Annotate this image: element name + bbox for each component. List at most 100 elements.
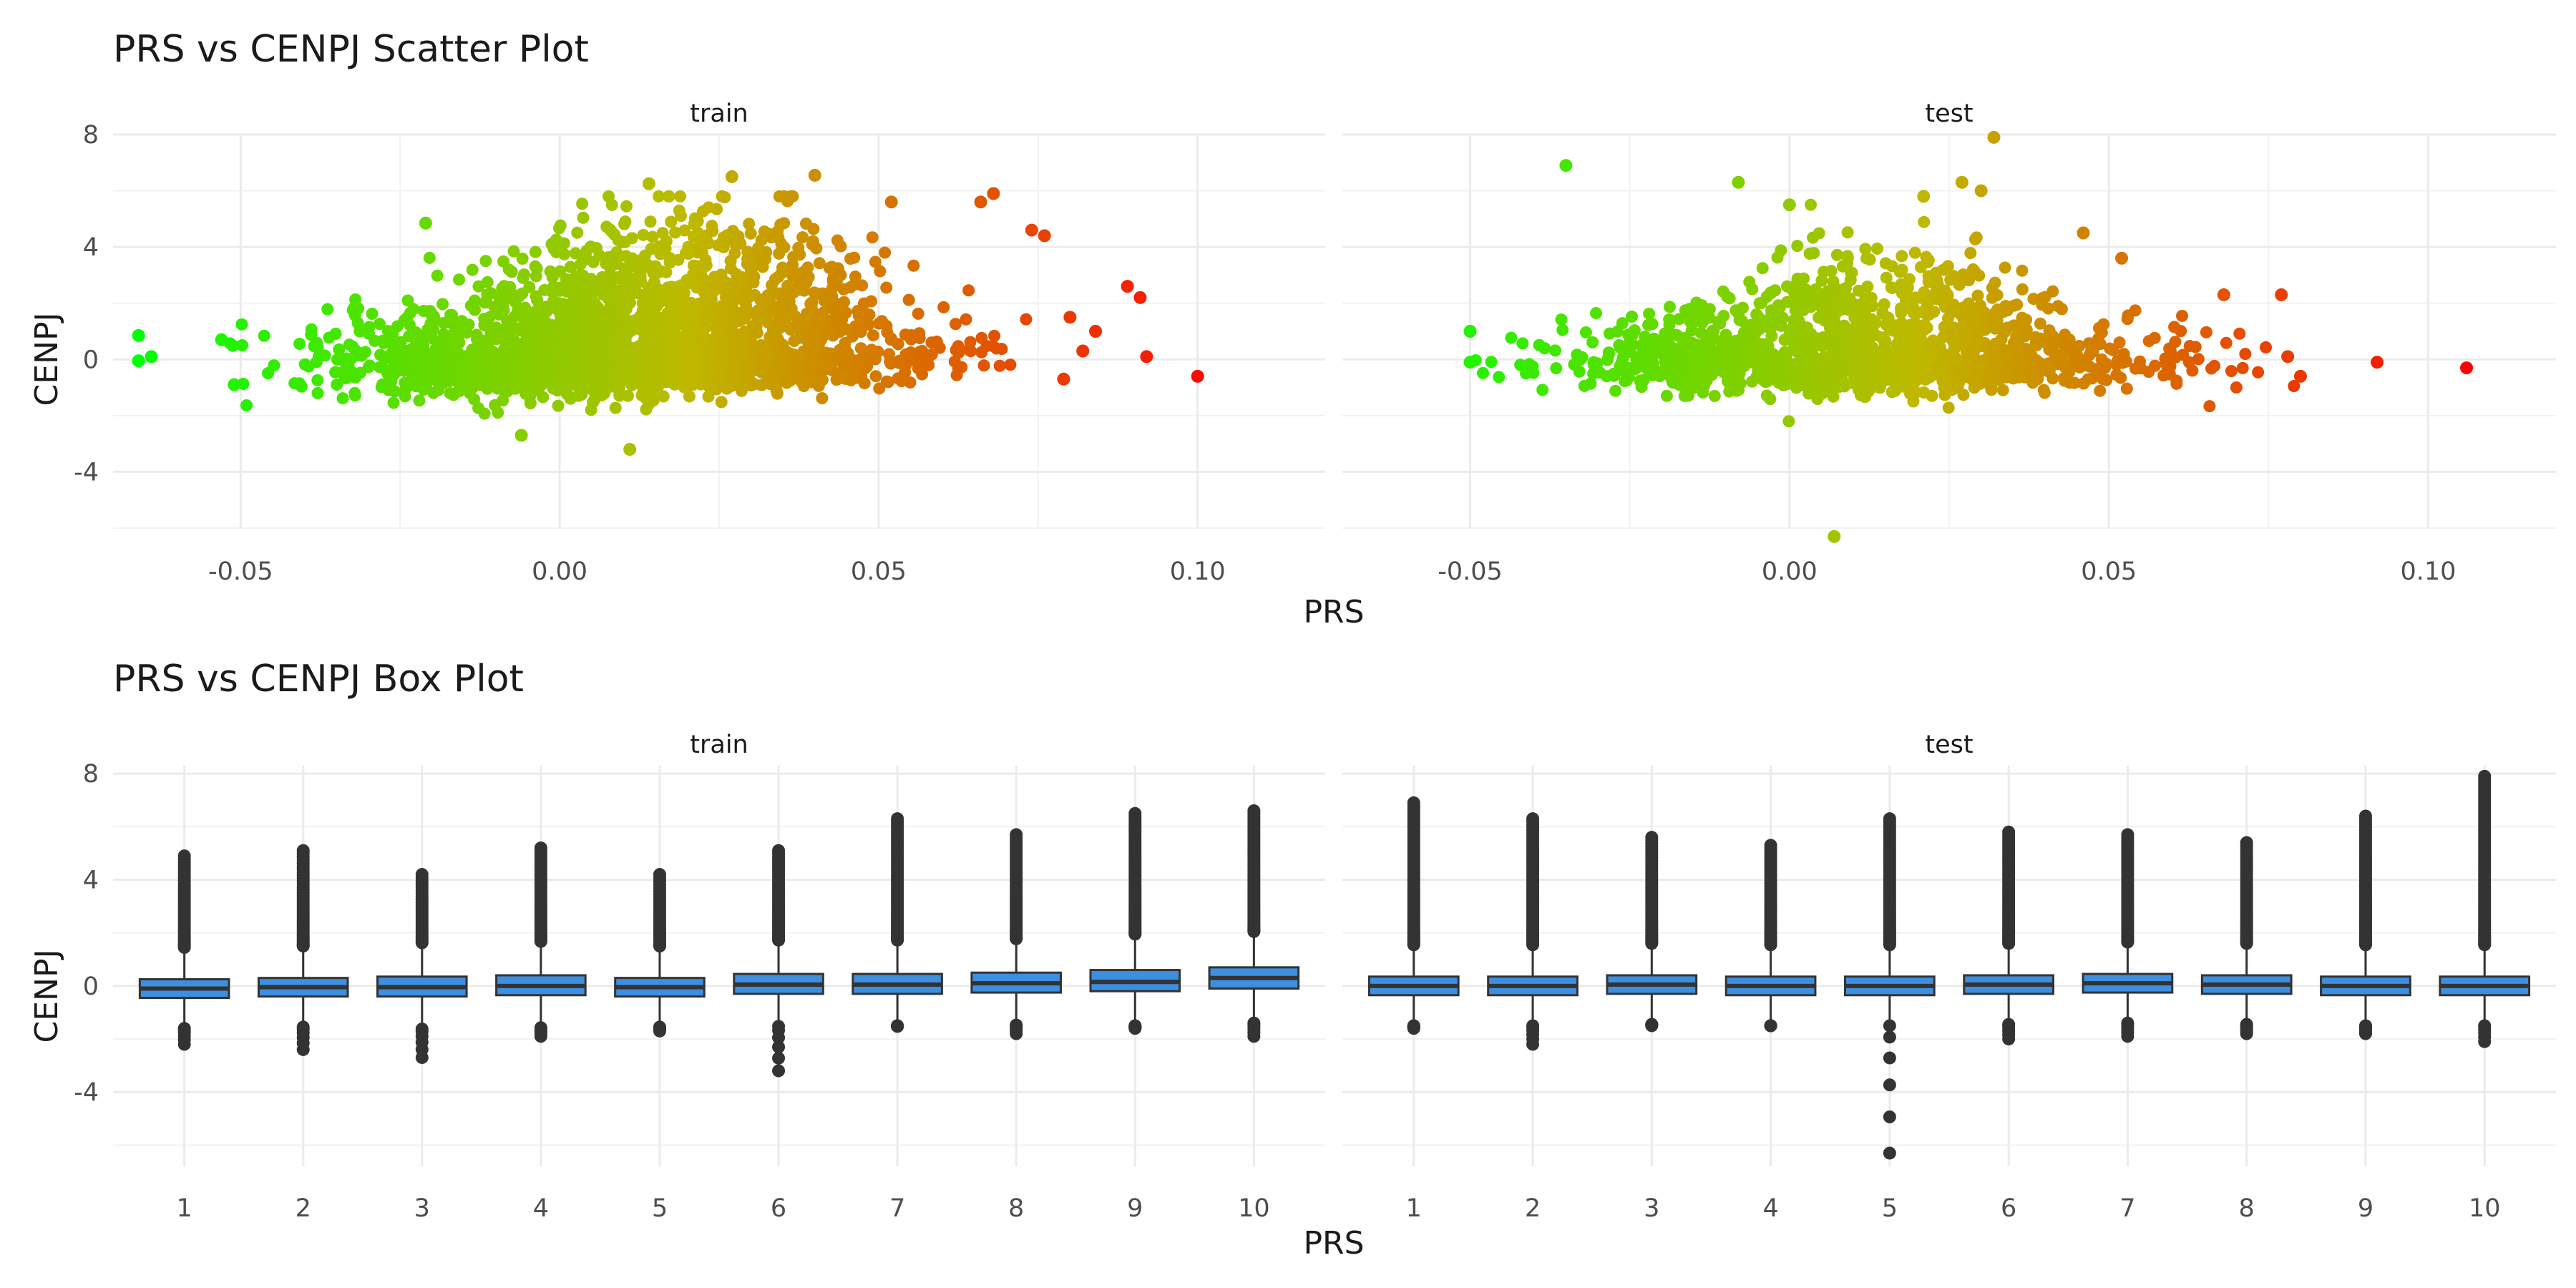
scatter-point: [2203, 400, 2216, 413]
scatter-point: [2183, 340, 2196, 353]
scatter-point: [507, 311, 520, 323]
scatter-point: [526, 321, 539, 333]
x-tick-label: 0.05: [851, 557, 907, 586]
scatter-point: [485, 378, 498, 391]
scatter-point: [228, 378, 241, 391]
scatter-point: [675, 317, 688, 330]
scatter-point: [235, 338, 248, 351]
scatter-point: [1590, 307, 1603, 320]
scatter-point: [616, 302, 629, 315]
scatter-point: [2239, 348, 2252, 361]
scatter-point: [1669, 348, 1682, 361]
scatter-point: [1600, 370, 1613, 383]
scatter-point: [769, 273, 781, 286]
scatter-point: [902, 293, 915, 306]
point-cloud: [1469, 198, 2301, 428]
scatter-point: [1742, 332, 1755, 345]
scatter-point: [1493, 371, 1506, 384]
scatter-point: [727, 341, 740, 354]
scatter-point: [374, 361, 386, 374]
scatter-point: [436, 333, 449, 346]
scatter-point: [1898, 355, 1911, 368]
scatter-point: [2026, 376, 2039, 389]
scatter-point: [808, 168, 821, 182]
scatter-point: [1989, 322, 2001, 335]
scatter-point: [646, 318, 659, 331]
scatter-point: [1879, 334, 1892, 347]
scatter-point: [331, 353, 343, 366]
scatter-point: [1694, 326, 1707, 339]
scatter-point: [514, 429, 528, 442]
box-outlier: [415, 1050, 429, 1064]
x-tick-label: 9: [1127, 1194, 1143, 1223]
x-tick-label: -0.05: [1438, 557, 1503, 586]
scatter-point: [639, 343, 652, 356]
scatter-point: [1822, 384, 1835, 397]
scatter-point: [2034, 317, 2046, 330]
scatter-point: [1811, 393, 1824, 406]
scatter-point: [1894, 336, 1907, 349]
scatter-point: [1736, 343, 1749, 356]
scatter-point: [675, 368, 688, 381]
scatter-point: [331, 379, 343, 391]
scatter-point: [2046, 372, 2059, 385]
scatter-point: [489, 321, 502, 334]
scatter-point: [720, 349, 733, 362]
scatter-point: [1568, 358, 1581, 371]
scatter-point: [916, 344, 929, 357]
box-outlier: [772, 844, 786, 857]
scatter-point: [311, 341, 324, 353]
scatter-point: [436, 298, 449, 311]
scatter-point: [2017, 330, 2030, 343]
scatter-point: [1830, 248, 1843, 261]
scatter-point: [1063, 311, 1077, 324]
scatter-point: [767, 371, 780, 384]
scatter-point: [605, 225, 618, 238]
scatter-point: [2049, 351, 2062, 364]
x-tick-label: 4: [533, 1194, 549, 1223]
scatter-point: [1932, 364, 1945, 377]
scatter-point: [1555, 313, 1568, 326]
scatter-point: [913, 327, 926, 340]
scatter-point: [437, 316, 450, 329]
scatter-point: [1765, 286, 1777, 299]
scatter-point: [481, 275, 494, 288]
scatter-point: [529, 260, 542, 273]
scatter-point: [738, 325, 751, 338]
scatter-point: [644, 215, 657, 228]
scatter-point: [904, 346, 917, 359]
scatter-point: [483, 311, 496, 323]
scatter-point: [516, 287, 529, 300]
scatter-point: [598, 357, 611, 370]
scatter-point: [562, 334, 575, 347]
scatter-point: [423, 251, 436, 264]
scatter-point: [975, 346, 988, 358]
scatter-point: [793, 331, 806, 344]
scatter-point: [1626, 310, 1639, 323]
scatter-point: [1999, 261, 2011, 274]
scatter-point: [310, 356, 323, 369]
scatter-point: [426, 323, 439, 336]
scatter-point: [990, 342, 1002, 355]
scatter-point: [907, 259, 920, 272]
scatter-point: [1463, 325, 1477, 338]
scatter-point: [786, 270, 799, 283]
scatter-point: [802, 270, 815, 283]
scatter-point: [806, 235, 819, 248]
scatter-point: [830, 301, 843, 314]
scatter-point: [974, 195, 987, 209]
scatter-point: [588, 302, 601, 315]
scatter-point: [840, 359, 853, 372]
x-tick-label: 2: [1525, 1194, 1541, 1223]
scatter-point: [570, 270, 582, 283]
scatter-point: [1548, 344, 1561, 357]
scatter-point: [2100, 374, 2113, 386]
scatter-point: [1882, 311, 1895, 324]
scatter-point: [1637, 374, 1650, 386]
scatter-point: [336, 392, 349, 405]
scatter-point: [610, 381, 623, 394]
scatter-point: [564, 260, 577, 273]
scatter-point: [268, 359, 280, 372]
scatter-point: [2100, 358, 2113, 371]
scatter-point: [1964, 247, 1977, 260]
